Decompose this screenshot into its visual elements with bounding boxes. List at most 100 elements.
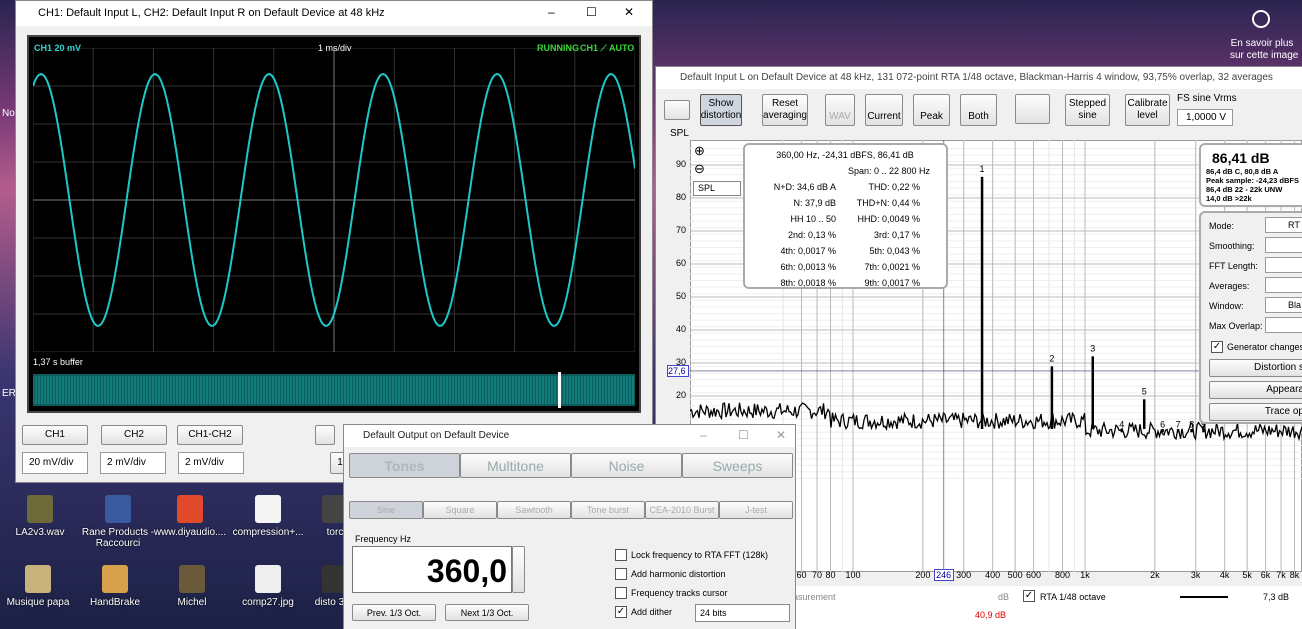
x-tick-label: 400 [985,570,1001,580]
y-tick-label: 20 [675,390,686,400]
channel-button[interactable]: CH1-CH2 [177,425,243,445]
panel-button[interactable]: Distortion s [1209,359,1302,377]
generator-checkbox[interactable]: ✓ [1211,341,1223,353]
setting-field[interactable] [1265,257,1302,273]
readout-cell: THD: 0,22 % [868,182,920,192]
spinner[interactable] [512,546,525,593]
desktop-icon[interactable] [25,565,51,593]
desktop-icon[interactable] [177,495,203,523]
option-checkbox[interactable] [615,587,627,599]
icon-label: torc [326,527,344,538]
subtab[interactable]: Tone burst [571,501,645,519]
title-bar [16,1,652,26]
toolbar-button[interactable]: Both [960,94,997,126]
level-line: 86,4 dB 22 - 22k UNW [1206,185,1283,194]
footer-label: asurement [793,592,836,602]
setting-label: FFT Length: [1209,261,1258,271]
trace-checkbox[interactable]: ✓ [1023,590,1035,602]
x-tick-label: 5k [1242,570,1252,580]
tab[interactable]: Sweeps [682,453,793,478]
scale-field[interactable]: 2 mV/div [100,452,166,474]
setting-label: Mode: [1209,221,1235,231]
footer-unit: dB [998,592,1010,602]
desktop-icon[interactable] [27,495,53,523]
trigger: CH1 ⟋ AUTO [580,43,635,53]
desktop-icon[interactable] [255,565,281,593]
level-line: Peak sample: -24,23 dBFS [1206,176,1299,185]
window-control[interactable]: – [548,5,555,19]
setting-field[interactable]: RT [1265,217,1302,233]
setting-field[interactable] [1265,317,1302,333]
dither-select[interactable]: 24 bits [695,604,790,622]
window-title: CH1: Default Input L, CH2: Default Input… [38,7,385,19]
subtab[interactable]: CEA-2010 Burst [645,501,719,519]
zoom-in[interactable]: ⊕ [694,143,705,158]
tab[interactable]: Multitone [460,453,571,478]
window-title: Default Input L on Default Device at 48 … [680,72,1273,83]
trace-label: RTA 1/48 octave [1040,592,1106,602]
level-line: 14,0 dB >22k [1206,194,1252,203]
x-tick-label: 200 [915,570,931,580]
channel-button[interactable]: CH1 [22,425,88,445]
level-main: 86,41 dB [1212,150,1270,166]
toolbar-button[interactable]: Current [865,94,903,126]
scale-field[interactable]: 2 mV/div [178,452,244,474]
trace-swatch [1180,596,1228,598]
toolbar-button[interactable]: Show distortion [700,94,742,126]
octave-button[interactable]: Next 1/3 Oct. [445,604,529,621]
icon-label: Rane Products - Raccourci [81,527,155,549]
panel-button[interactable]: Trace op [1209,403,1302,421]
window-control[interactable]: ✕ [776,428,787,442]
desktop-icon[interactable] [255,495,281,523]
setting-field[interactable] [1265,277,1302,293]
zoom-out[interactable]: ⊖ [694,161,705,176]
partial-label: ERI [2,388,19,399]
setting-field[interactable] [1265,237,1302,253]
status: RUNNING [537,43,579,53]
export-button[interactable] [1015,94,1050,124]
window-title: Default Output on Default Device [363,430,510,441]
fs-field[interactable]: 1,0000 V [1177,109,1233,126]
octave-button[interactable]: Prev. 1/3 Oct. [352,604,436,621]
window-control[interactable]: ☐ [586,5,597,19]
toolbar-button[interactable]: Reset averaging [762,94,808,126]
tab[interactable]: Noise [571,453,682,478]
option-checkbox[interactable]: ✓ [615,606,627,618]
channel-button[interactable]: CH2 [101,425,167,445]
setting-field[interactable]: Bla [1265,297,1302,313]
level-line: 86,4 dB C, 80,8 dB A [1206,167,1279,176]
window-control[interactable]: – [700,428,707,442]
toolbar-button[interactable]: Peak [913,94,950,126]
grid-button[interactable] [315,425,335,445]
setting-label: Max Overlap: [1209,321,1263,331]
option-checkbox[interactable] [615,549,627,561]
toolbar-button[interactable]: WAV [825,94,855,126]
x-tick-label: 8k [1289,570,1300,580]
x-tick-label: 6k [1260,570,1271,580]
camera-button[interactable] [664,100,690,120]
window-control[interactable]: ✕ [624,5,635,19]
scale-field[interactable]: 20 mV/div [22,452,88,474]
frequency-field[interactable]: 360,0 [352,546,512,593]
x-tick-label: 3k [1190,570,1201,580]
y-tick-label: 80 [675,192,686,202]
setting-label: Window: [1209,301,1244,311]
toolbar-button[interactable]: Stepped sine [1065,94,1110,126]
title-bar [344,425,795,447]
window-control[interactable]: ☐ [738,428,749,442]
toolbar-button[interactable]: Calibrate level [1125,94,1170,126]
subtab[interactable]: J-test [719,501,793,519]
desktop-icon[interactable] [105,495,131,523]
unit-select[interactable]: SPL [693,181,741,196]
harmonic-label: 3 [1090,343,1095,353]
subtab[interactable]: Square [423,501,497,519]
desktop-icon[interactable] [102,565,128,593]
x-tick-label: 4k [1219,570,1230,580]
tab[interactable]: Tones [349,453,460,478]
panel-button[interactable]: Appeara [1209,381,1302,399]
option-checkbox[interactable] [615,568,627,580]
desktop-icon[interactable] [179,565,205,593]
subtab[interactable]: Sine [349,501,423,519]
readout-cell: THD+N: 0,44 % [856,198,920,208]
subtab[interactable]: Sawtooth [497,501,571,519]
